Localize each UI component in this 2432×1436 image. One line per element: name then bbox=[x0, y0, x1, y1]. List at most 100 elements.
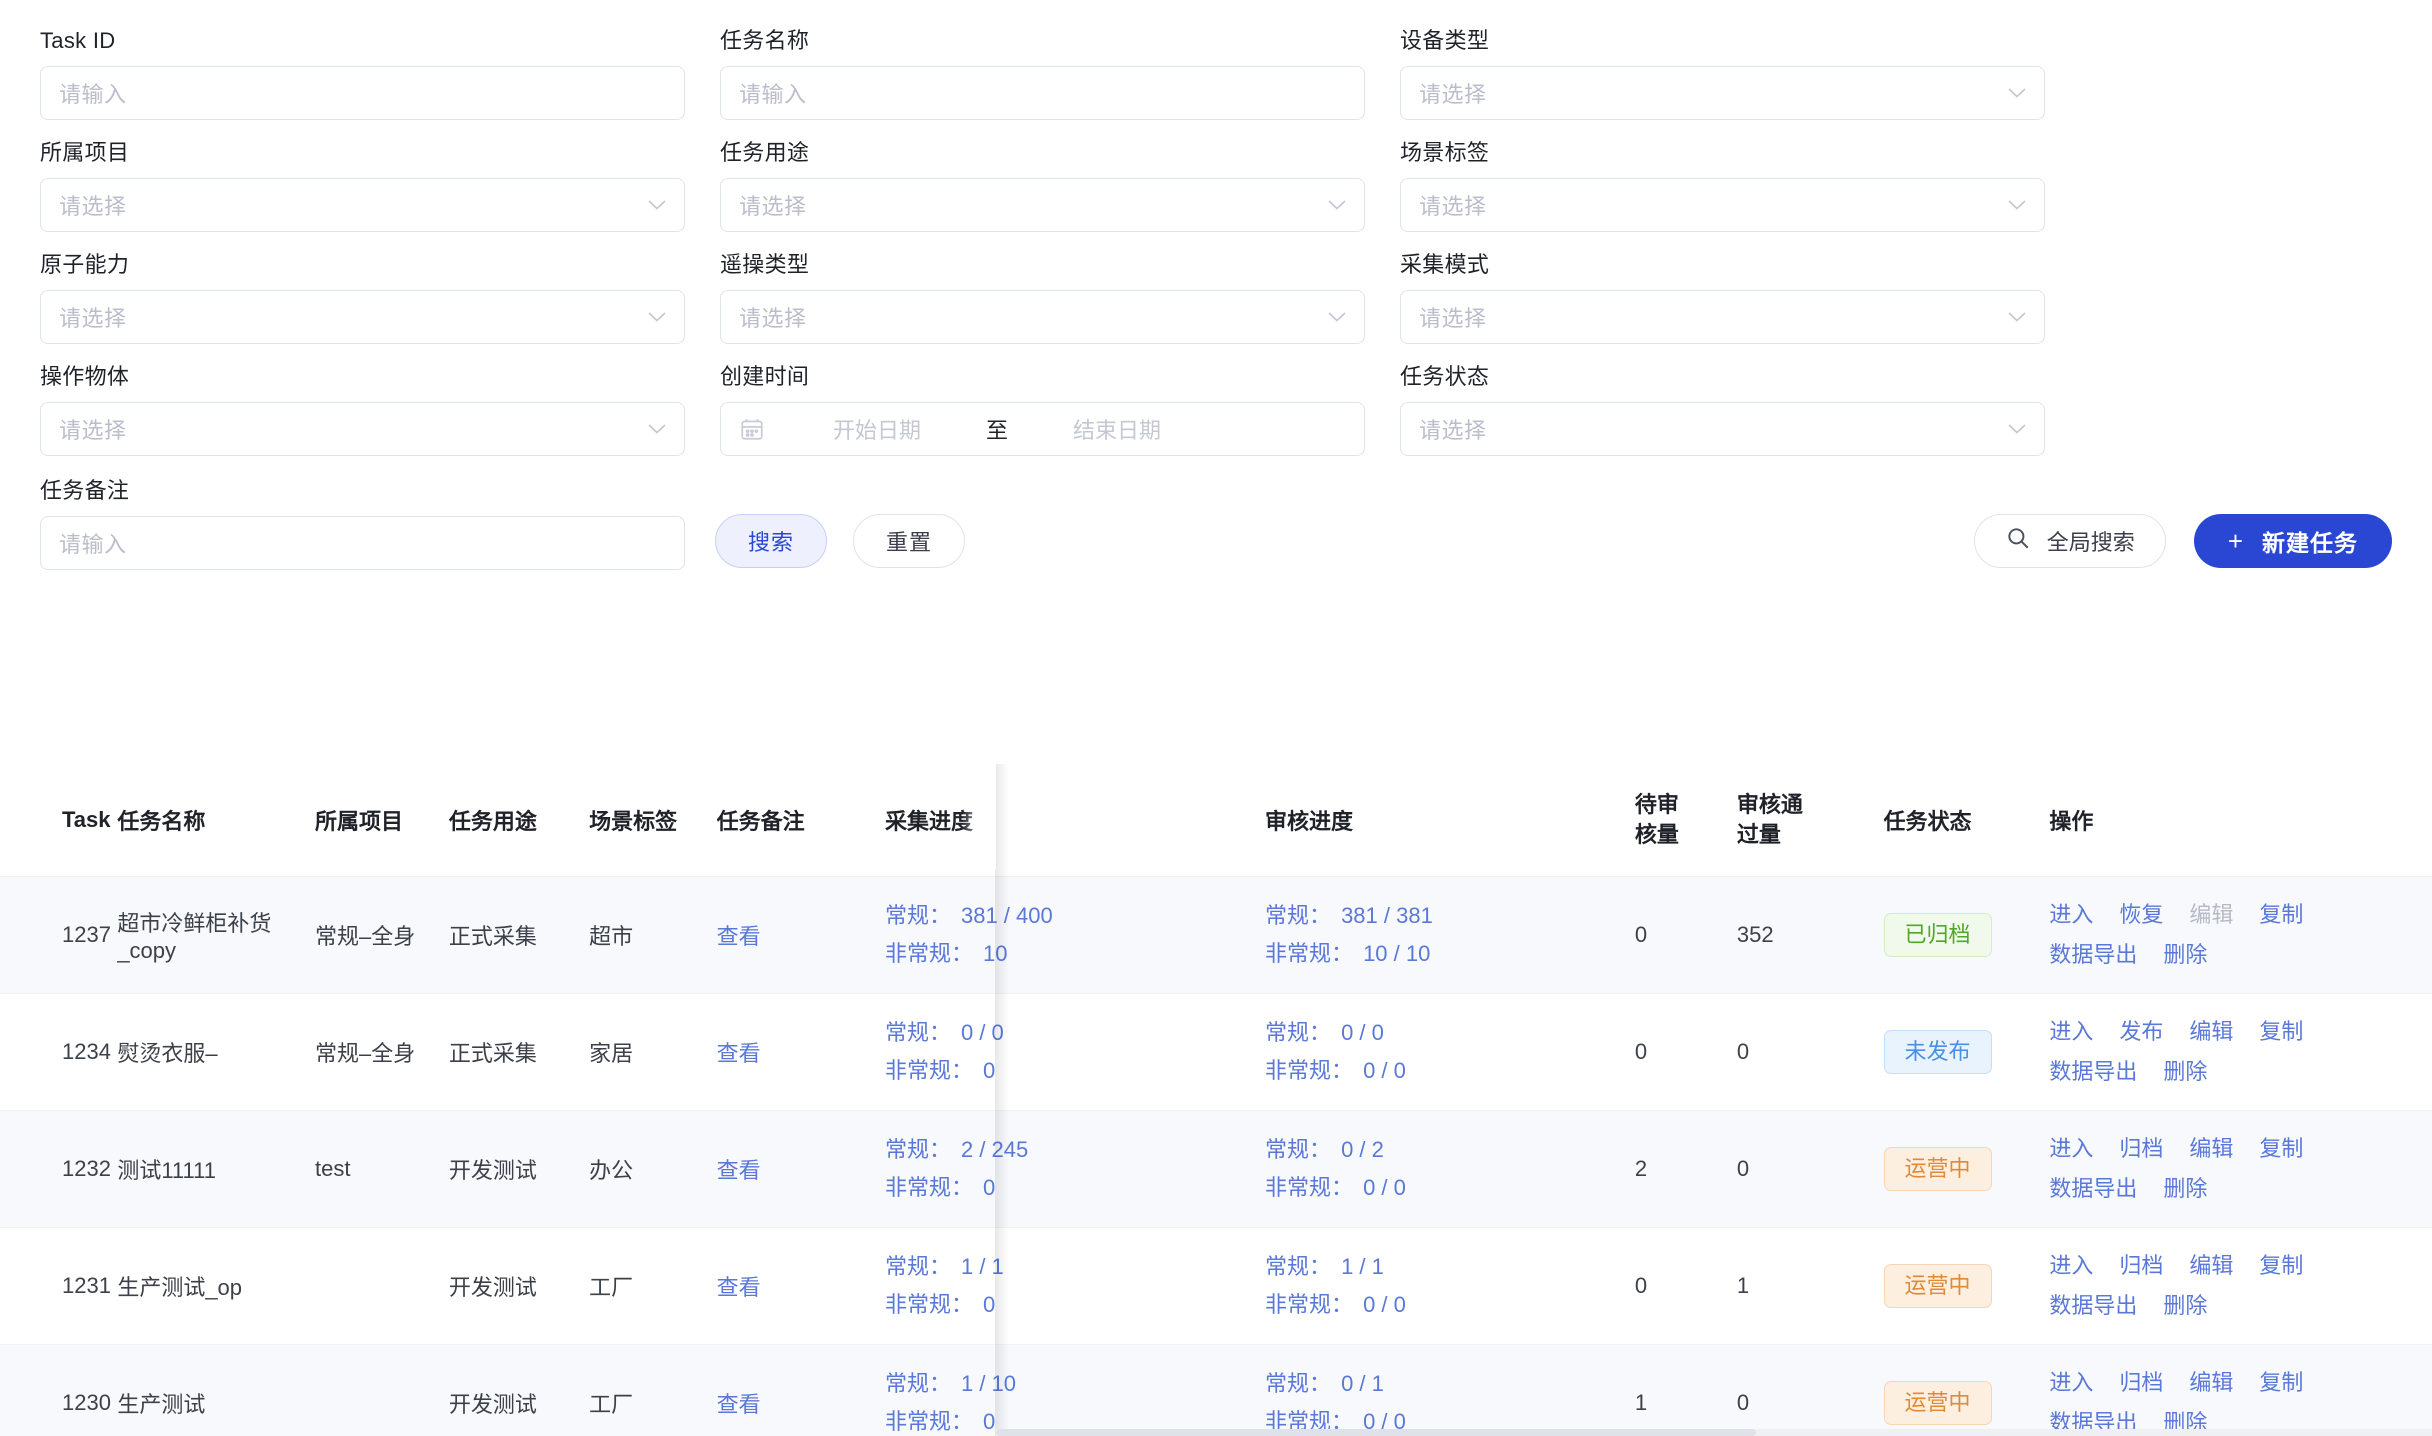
filter-field-teleop-type: 遥操类型 请选择 bbox=[720, 250, 1365, 344]
op-复制[interactable]: 复制 bbox=[2259, 902, 2304, 927]
op-复制[interactable]: 复制 bbox=[2259, 1253, 2304, 1278]
chevron-down-icon bbox=[648, 200, 666, 210]
op-删除[interactable]: 删除 bbox=[2163, 1176, 2208, 1201]
op-数据导出[interactable]: 数据导出 bbox=[2049, 1059, 2138, 1084]
op-数据导出[interactable]: 数据导出 bbox=[2049, 1176, 2138, 1201]
search-button[interactable]: 搜索 bbox=[715, 514, 827, 568]
remark-view-link[interactable]: 查看 bbox=[716, 1392, 761, 1417]
filter-label-create-time: 创建时间 bbox=[720, 364, 810, 389]
cell-collect-progress: 常规： 1 / 10 非常规： 0 bbox=[856, 1344, 1266, 1436]
table-row[interactable]: 1230 生产测试 开发测试 工厂 查看 常规： 1 / 10 非常规： 0 常规： 0 / 1 非常… bbox=[0, 1344, 2432, 1436]
collect-mode-select[interactable]: 请选择 bbox=[1400, 290, 2045, 344]
th-task-id[interactable]: Task ID bbox=[0, 764, 118, 877]
remark-view-link[interactable]: 查看 bbox=[716, 924, 761, 949]
th-remark[interactable]: 任务备注 bbox=[716, 764, 857, 877]
atomic-ability-select[interactable]: 请选择 bbox=[40, 290, 685, 344]
op-编辑[interactable]: 编辑 bbox=[2189, 1253, 2234, 1278]
project-select[interactable]: 请选择 bbox=[40, 178, 685, 232]
op-数据导出[interactable]: 数据导出 bbox=[2049, 942, 2138, 967]
op-归档[interactable]: 归档 bbox=[2119, 1370, 2164, 1395]
op-进入[interactable]: 进入 bbox=[2049, 1136, 2094, 1161]
th-status[interactable]: 任务状态 bbox=[1883, 764, 2050, 877]
audit-abnormal-label: 非常规： bbox=[1265, 1175, 1354, 1200]
op-进入[interactable]: 进入 bbox=[2049, 1253, 2094, 1278]
th-passed-count[interactable]: 审核通 过量 bbox=[1736, 764, 1884, 877]
new-task-button[interactable]: + 新建任务 bbox=[2193, 514, 2392, 568]
cell-scene: 家居 bbox=[589, 993, 717, 1111]
cell-passed-count: 0 bbox=[1736, 1344, 1884, 1436]
collect-abnormal-value: 0 bbox=[982, 1409, 996, 1434]
task-name-input[interactable]: 请输入 bbox=[720, 66, 1365, 120]
device-type-select[interactable]: 请选择 bbox=[1400, 66, 2045, 120]
op-删除[interactable]: 删除 bbox=[2163, 942, 2208, 967]
remark-view-link[interactable]: 查看 bbox=[716, 1158, 761, 1183]
collect-normal-label: 常规： bbox=[884, 1137, 951, 1162]
op-进入[interactable]: 进入 bbox=[2049, 1370, 2094, 1395]
op-归档[interactable]: 归档 bbox=[2119, 1253, 2164, 1278]
calendar-icon bbox=[739, 416, 765, 442]
global-search-button[interactable]: 全局搜索 bbox=[1973, 514, 2166, 568]
task-status-select[interactable]: 请选择 bbox=[1400, 402, 2045, 456]
remark-input[interactable]: 请输入 bbox=[40, 516, 685, 570]
op-复制[interactable]: 复制 bbox=[2259, 1370, 2304, 1395]
th-collect-progress[interactable]: 采集进度 bbox=[856, 764, 1266, 877]
op-编辑[interactable]: 编辑 bbox=[2189, 1370, 2234, 1395]
usage-select[interactable]: 请选择 bbox=[720, 178, 1365, 232]
collect-abnormal-value: 10 bbox=[982, 941, 1008, 966]
th-audit-progress[interactable]: 审核进度 bbox=[1265, 764, 1635, 877]
table-row[interactable]: 1237 超市冷鲜柜补货_copy 常规–全身 正式采集 超市 查看 常规： 381 / 40… bbox=[0, 876, 2432, 994]
op-发布[interactable]: 发布 bbox=[2119, 1019, 2164, 1044]
op-复制[interactable]: 复制 bbox=[2259, 1019, 2304, 1044]
op-归档[interactable]: 归档 bbox=[2119, 1136, 2164, 1161]
cell-audit-progress: 常规： 1 / 1 非常规： 0 / 0 bbox=[1265, 1227, 1635, 1345]
remark-view-link[interactable]: 查看 bbox=[716, 1275, 761, 1300]
th-scene[interactable]: 场景标签 bbox=[589, 764, 717, 877]
operations-row-1: 进入 归档 编辑 复制 bbox=[2049, 1246, 2432, 1286]
audit-abnormal-line: 非常规： 0 / 0 bbox=[1265, 1052, 1635, 1090]
op-编辑[interactable]: 编辑 bbox=[2189, 1136, 2234, 1161]
th-operations[interactable]: 操作 bbox=[2049, 764, 2432, 877]
chevron-down-icon bbox=[1328, 200, 1346, 210]
op-数据导出[interactable]: 数据导出 bbox=[2049, 1293, 2138, 1318]
teleop-type-select[interactable]: 请选择 bbox=[720, 290, 1365, 344]
op-删除[interactable]: 删除 bbox=[2163, 1293, 2208, 1318]
chevron-down-icon bbox=[2008, 424, 2026, 434]
cell-task-name: 测试11111 bbox=[117, 1110, 315, 1228]
operate-object-select[interactable]: 请选择 bbox=[40, 402, 685, 456]
cell-pending-count: 2 bbox=[1634, 1110, 1737, 1228]
status-badge: 未发布 bbox=[1883, 1030, 1992, 1074]
op-进入[interactable]: 进入 bbox=[2049, 1019, 2094, 1044]
project-select-placeholder: 请选择 bbox=[59, 194, 127, 219]
th-passed-line1: 审核通 bbox=[1736, 792, 1803, 817]
create-time-end-input[interactable]: 结束日期 bbox=[1072, 418, 1161, 443]
create-time-start-input[interactable]: 开始日期 bbox=[832, 418, 921, 443]
th-usage[interactable]: 任务用途 bbox=[448, 764, 590, 877]
audit-normal-value: 381 / 381 bbox=[1341, 903, 1433, 928]
op-恢复[interactable]: 恢复 bbox=[2119, 902, 2164, 927]
op-进入[interactable]: 进入 bbox=[2049, 902, 2094, 927]
op-编辑[interactable]: 编辑 bbox=[2189, 1019, 2234, 1044]
op-删除[interactable]: 删除 bbox=[2163, 1059, 2208, 1084]
task-id-input[interactable]: 请输入 bbox=[40, 66, 685, 120]
collect-abnormal-line: 非常规： 0 bbox=[885, 1403, 1265, 1436]
table-row[interactable]: 1231 生产测试_op 开发测试 工厂 查看 常规： 1 / 1 非常规： 0 常规： 1 / 1… bbox=[0, 1227, 2432, 1345]
horizontal-scrollbar-thumb[interactable] bbox=[996, 1429, 1756, 1436]
th-pending-count[interactable]: 待审 核量 bbox=[1634, 764, 1737, 877]
operate-object-select-placeholder: 请选择 bbox=[59, 418, 127, 443]
operations-row-1: 进入 归档 编辑 复制 bbox=[2049, 1129, 2432, 1169]
th-name[interactable]: 任务名称 bbox=[117, 764, 315, 877]
cell-task-name: 生产测试 bbox=[117, 1344, 315, 1436]
remark-view-link[interactable]: 查看 bbox=[716, 1041, 761, 1066]
op-复制[interactable]: 复制 bbox=[2259, 1136, 2304, 1161]
table-row[interactable]: 1234 熨烫衣服– 常规–全身 正式采集 家居 查看 常规： 0 / 0 非常规： 0 常规： 0 … bbox=[0, 993, 2432, 1111]
cell-usage: 开发测试 bbox=[448, 1110, 590, 1228]
horizontal-scrollbar[interactable] bbox=[996, 1429, 2432, 1436]
table-row[interactable]: 1232 测试11111 test 开发测试 办公 查看 常规： 2 / 245 非常规： 0 常规… bbox=[0, 1110, 2432, 1228]
create-time-daterange[interactable]: 开始日期 至 结束日期 bbox=[720, 402, 1365, 456]
collect-normal-label: 常规： bbox=[884, 1254, 951, 1279]
reset-button[interactable]: 重置 bbox=[853, 514, 965, 568]
collect-abnormal-label: 非常规： bbox=[884, 941, 973, 966]
cell-passed-count: 0 bbox=[1736, 1110, 1884, 1228]
scene-tag-select[interactable]: 请选择 bbox=[1400, 178, 2045, 232]
th-project[interactable]: 所属项目 bbox=[314, 764, 449, 877]
